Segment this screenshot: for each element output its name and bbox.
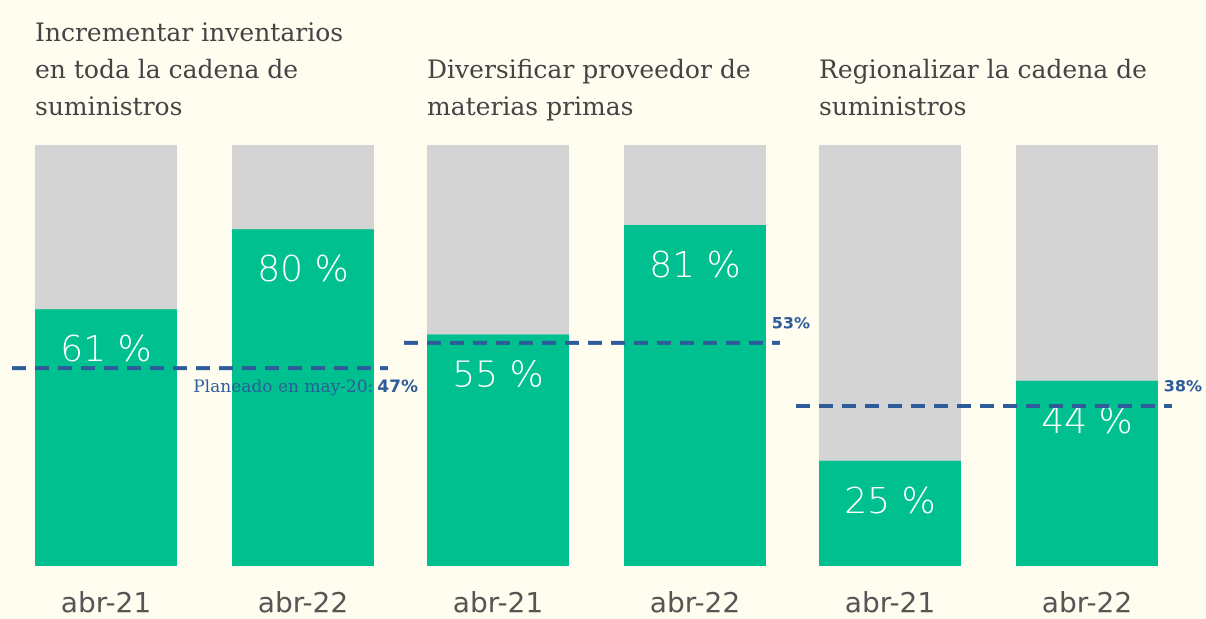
bar: [35, 309, 177, 566]
reference-annotation: Planeado en may-20:: [193, 377, 373, 397]
x-tick-label: abr-21: [845, 586, 935, 619]
panel-title: Regionalizar la cadena de suministros: [819, 55, 1147, 121]
value-label: 25 %: [844, 481, 935, 522]
value-label: 61 %: [60, 329, 151, 370]
x-tick-label: abr-22: [650, 586, 740, 619]
x-tick-label: abr-21: [61, 586, 151, 619]
bar: [819, 460, 961, 566]
reference-label: Planeado en may-20: 47%: [193, 377, 418, 398]
reference-value: 53%: [772, 313, 810, 332]
value-label: 81 %: [649, 245, 740, 286]
bar: [232, 229, 374, 566]
panel-title: Incrementar inventarios en toda la caden…: [35, 18, 344, 121]
reference-value: 47%: [377, 377, 418, 397]
bar: [624, 224, 766, 567]
panel-title: Diversificar proveedor de materias prima…: [427, 55, 751, 121]
value-label: 55 %: [452, 354, 543, 395]
value-label: 80 %: [257, 249, 348, 290]
x-tick-label: abr-21: [453, 586, 543, 619]
x-tick-label: abr-22: [1042, 586, 1132, 619]
x-tick-label: abr-22: [258, 586, 348, 619]
reference-value: 38%: [1164, 377, 1202, 396]
bar: [427, 334, 569, 566]
bar: [1016, 380, 1158, 566]
